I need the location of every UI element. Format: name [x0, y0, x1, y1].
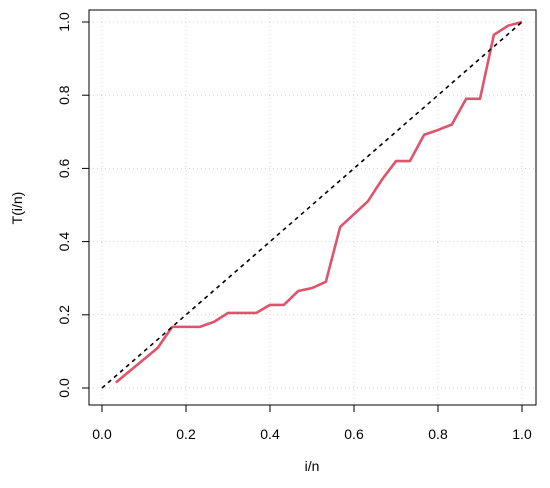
axes: 0.0 0.2 0.4 0.6 0.8 1.0 0.0 0.2 0.4 0.6 0.8 1.0 [56, 12, 532, 442]
y-tick-label: 0.6 [56, 158, 72, 178]
x-tick-label: 0.2 [176, 426, 196, 442]
x-tick-label: 0.0 [92, 426, 112, 442]
y-tick-label: 0.8 [56, 85, 72, 105]
y-axis-label: T(i/n) [9, 192, 25, 225]
x-tick-label: 0.4 [260, 426, 280, 442]
series-line [115, 20, 523, 384]
x-tick-label: 1.0 [512, 426, 532, 442]
plot-frame [88, 9, 537, 406]
x-axis-label: i/n [305, 458, 320, 474]
y-tick-label: 0.4 [56, 232, 72, 252]
reference-line [101, 21, 523, 389]
series-group [101, 20, 523, 389]
grid [89, 10, 536, 405]
x-tick-label: 0.8 [428, 426, 448, 442]
x-tick-label: 0.6 [344, 426, 364, 442]
y-tick-label: 0.2 [56, 305, 72, 325]
y-tick-label: 1.0 [56, 12, 72, 32]
y-tick-label: 0.0 [56, 378, 72, 398]
